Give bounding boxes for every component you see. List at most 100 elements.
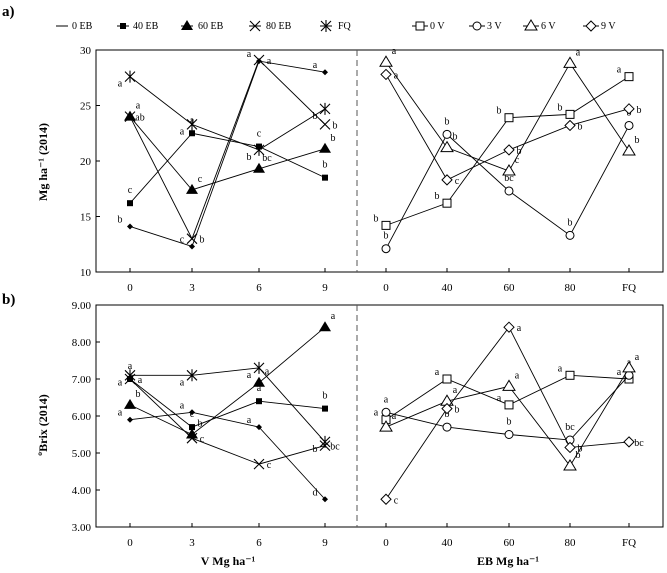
sig-letter-b-right-2-0: a [392,411,397,422]
sig-letter-a-right-3-0: a [394,70,399,81]
point-a-left-4-0 [124,70,136,83]
sig-letter-a-right-1-3: b [568,217,573,228]
sig-letter-b-left-1-0: a [128,361,133,372]
point-a-left-0-1 [189,243,195,250]
y-tick-label-b-4: 7.00 [72,374,92,386]
point-a-left-1-1 [189,130,195,137]
point-a-right-1-3 [565,230,575,240]
series-line-b-left-4 [130,367,326,443]
x-tick-label-a-left-2: 6 [256,282,262,294]
point-b-right-1-0 [381,407,391,417]
sig-letter-b-right-1-2: b [507,417,512,428]
sig-letter-a-left-0-3: a [313,60,318,71]
point-a-left-1-0 [127,200,133,207]
point-a-left-4-2 [253,143,265,156]
legend-left-0: 0 EB [72,21,93,32]
sig-letter-b-left-2-1: b [198,419,203,430]
point-a-right-1-0 [381,244,391,254]
sig-letter-a-right-3-1: c [455,176,460,187]
series-line-b-left-2 [129,326,326,436]
legend-left-marker-3 [249,20,261,32]
sig-letter-b-right-3-0: c [394,495,399,506]
point-a-right-3-1 [441,174,453,186]
series-line-b-left-3 [129,378,326,465]
point-b-left-2-0 [124,398,136,409]
sig-letter-a-left-2-1: c [198,174,203,185]
point-b-left-2-3 [319,321,331,332]
sig-letter-b-left-1-1: c [190,409,195,420]
sig-letter-a-right-1-2: bc [504,173,514,184]
point-b-right-3-4 [623,436,635,448]
sig-letter-a-left-3-2: a [267,56,272,67]
point-b-left-0-1 [189,409,195,416]
x-tick-label-b-right-4: FQ [622,537,636,549]
sig-letter-b-left-4-2: a [247,370,252,381]
point-a-right-1-1 [442,129,452,139]
sig-letter-a-left-4-1: a [180,126,185,137]
point-a-left-4-3 [319,102,331,115]
point-a-left-3-3 [319,118,331,130]
point-b-right-3-3 [564,441,576,454]
y-tick-label-a-0: 10 [80,267,92,279]
sig-letter-b-left-4-1: a [180,377,185,388]
point-b-left-1-3 [322,405,328,412]
point-a-right-1-2 [504,186,514,196]
sig-letter-b-right-0-3: a [558,363,563,374]
sig-letter-b-right-0-1: a [435,367,440,378]
series-line-a-left-1 [129,132,326,204]
x-tick-label-a-right-3: 80 [565,282,577,294]
point-a-right-0-0 [381,220,391,230]
y-tick-label-b-0: 3.00 [72,522,92,534]
y-axis-title-top: Mg ha⁻¹ (2014) [36,123,50,201]
sig-letter-b-right-0-0: a [374,408,379,419]
x-tick-label-b-left-2: 6 [256,537,262,549]
x-axis-title-left: V Mg ha⁻¹ [201,554,256,568]
point-a-left-1-3 [322,174,328,181]
point-b-right-2-4 [622,360,636,373]
sig-letter-a-left-4-2: b [247,152,252,163]
point-b-right-3-1 [441,402,453,415]
point-b-left-0-3 [322,496,328,503]
legend-right-0: 0 V [430,21,445,32]
sig-letter-b-left-2-0: b [136,389,141,400]
y-tick-label-b-1: 4.00 [72,485,92,497]
sig-letter-b-left-1-3: b [323,391,328,402]
x-tick-label-a-right-0: 0 [383,282,389,294]
sig-letter-b-right-1-1: b [445,409,450,420]
point-b-left-0-2 [256,424,262,431]
legend-right-1: 3 V [487,21,502,32]
legend-left-marker-4 [320,20,332,32]
point-b-right-3-0 [380,493,392,505]
sig-letter-a-right-2-2: c [515,155,520,166]
point-a-right-0-2 [504,113,514,123]
point-b-left-1-1 [189,424,195,431]
sig-letter-b-right-2-4: a [635,352,640,363]
point-a-left-2-0 [124,110,136,121]
sig-letter-b-right-3-3: b [578,443,583,454]
series-line-a-left-2 [129,116,326,191]
x-tick-label-a-left-3: 9 [322,282,328,294]
point-b-left-0-0 [127,416,133,423]
x-tick-label-a-right-2: 60 [504,282,516,294]
legend-right: 0 V 3 V 6 V 9 V [430,21,616,32]
point-a-right-3-2 [503,144,515,156]
sig-letter-b-left-0-1: a [180,400,185,411]
point-a-left-0-0 [127,223,133,230]
sig-letter-a-right-2-3: a [576,47,581,58]
sig-letter-a-left-1-2: c [257,129,262,140]
x-axis-title-right: EB Mg ha⁻¹ [477,554,539,568]
panel-b-label: b) [2,292,15,308]
sig-letter-b-left-3-0: a [138,375,143,386]
sig-letter-a-right-0-0: b [374,213,379,224]
point-b-right-2-3 [563,458,577,471]
sig-letter-b-right-3-1: b [455,405,460,416]
point-a-left-3-0 [124,111,136,122]
point-a-right-0-1 [442,198,452,208]
point-b-right-1-1 [442,422,452,432]
legend-right-marker-0 [415,21,425,31]
y-tick-label-b-3: 6.00 [72,411,92,423]
sig-letter-b-left-2-2: a [265,367,270,378]
y-tick-label-a-3: 25 [80,101,92,113]
x-tick-label-b-left-0: 0 [127,537,133,549]
